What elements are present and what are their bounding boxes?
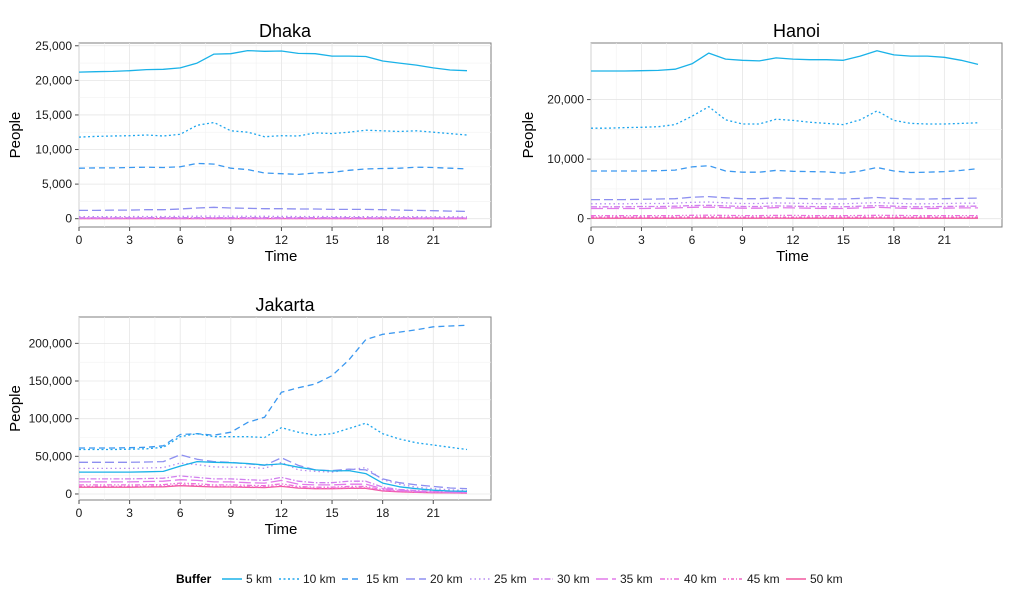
series-line-30-km <box>591 204 978 208</box>
x-tick-label: 21 <box>427 506 441 520</box>
panel-hanoi: 0 10,000 20,000 0 3 6 9 12 15 18 21 Hanoi Time People <box>520 21 1003 265</box>
series-line-20-km <box>79 454 468 490</box>
x-tick-label: 18 <box>376 506 390 520</box>
y-axis-title: People <box>520 112 537 159</box>
x-axis-title: Time <box>265 248 298 265</box>
series-line-35-km <box>591 206 978 210</box>
x-tick-label: 6 <box>689 233 696 247</box>
legend: Buffer 5 km 10 km 15 km 20 km 25 km 30 km 35 km… <box>176 572 843 586</box>
x-axis-title: Time <box>265 521 298 538</box>
legend-label: 15 km <box>366 572 399 586</box>
series-line-40-km <box>79 482 468 494</box>
y-tick-label: 10,000 <box>35 143 72 157</box>
x-tick-label: 21 <box>938 233 952 247</box>
y-tick-label: 20,000 <box>547 93 584 107</box>
series-line-5-km <box>79 460 468 492</box>
plot-area <box>590 42 1003 228</box>
series-line-15-km <box>79 324 468 449</box>
legend-item-50-km: 50 km <box>786 572 843 586</box>
legend-label: 50 km <box>810 572 843 586</box>
panel-dhaka: 0 5,000 10,000 15,000 20,000 25,000 0 3 6 9 12 15 18… <box>7 21 492 265</box>
series-line-5-km <box>78 49 468 73</box>
x-tick-label: 0 <box>76 233 83 247</box>
series-line-45-km <box>79 484 468 494</box>
y-axis-title: People <box>7 385 24 432</box>
plot-area <box>78 316 492 501</box>
series-line-25-km <box>591 201 978 205</box>
legend-title: Buffer <box>176 572 212 586</box>
x-tick-label: 9 <box>739 233 746 247</box>
series-line-10-km <box>78 121 468 138</box>
x-tick-label: 3 <box>126 233 133 247</box>
y-tick-label: 5,000 <box>42 177 72 191</box>
x-tick-label: 6 <box>177 506 184 520</box>
y-tick-label: 15,000 <box>35 108 72 122</box>
x-tick-label: 21 <box>427 233 441 247</box>
y-tick-label: 200,000 <box>29 336 73 350</box>
legend-item-20-km: 20 km <box>406 572 463 586</box>
x-tick-label: 15 <box>325 506 339 520</box>
y-tick-label: 50,000 <box>35 449 72 463</box>
y-tick-label: 100,000 <box>29 412 73 426</box>
panels: 0 5,000 10,000 15,000 20,000 25,000 0 3 6 9 12 15 18… <box>7 21 1003 538</box>
legend-label: 45 km <box>747 572 780 586</box>
series-line-15-km <box>78 162 468 176</box>
x-tick-label: 0 <box>588 233 595 247</box>
x-axis-title: Time <box>776 248 809 265</box>
x-tick-label: 3 <box>126 506 133 520</box>
series-line-25-km <box>79 215 468 218</box>
series-line-30-km <box>79 475 468 493</box>
x-tick-label: 12 <box>786 233 800 247</box>
legend-item-10-km: 10 km <box>279 572 336 586</box>
panel-title: Dhaka <box>259 21 312 41</box>
legend-item-45-km: 45 km <box>723 572 780 586</box>
series-line-35-km <box>79 479 468 494</box>
legend-item-35-km: 35 km <box>596 572 653 586</box>
legend-label: 20 km <box>430 572 463 586</box>
panel-title: Jakarta <box>255 295 315 315</box>
legend-item-25-km: 25 km <box>470 572 527 586</box>
legend-label: 40 km <box>684 572 717 586</box>
legend-label: 25 km <box>494 572 527 586</box>
legend-label: 30 km <box>557 572 590 586</box>
series-line-10-km <box>79 422 468 451</box>
x-tick-label: 6 <box>177 233 184 247</box>
x-tick-label: 9 <box>227 233 234 247</box>
y-axis-title: People <box>7 112 24 159</box>
legend-label: 10 km <box>303 572 336 586</box>
legend-label: 35 km <box>620 572 653 586</box>
series-line-5-km <box>591 50 979 72</box>
x-tick-label: 12 <box>275 506 289 520</box>
legend-item-30-km: 30 km <box>533 572 590 586</box>
y-tick-label: 25,000 <box>35 39 72 53</box>
series-line-40-km <box>591 214 978 217</box>
x-tick-label: 9 <box>227 506 234 520</box>
series-line-15-km <box>591 165 979 174</box>
x-tick-label: 3 <box>638 233 645 247</box>
legend-item-40-km: 40 km <box>660 572 717 586</box>
panel-title: Hanoi <box>773 21 820 41</box>
legend-item-15-km: 15 km <box>342 572 399 586</box>
x-tick-label: 0 <box>76 506 83 520</box>
y-tick-label: 20,000 <box>35 73 72 87</box>
x-tick-label: 12 <box>275 233 289 247</box>
y-tick-label: 0 <box>65 487 72 501</box>
x-tick-label: 15 <box>325 233 339 247</box>
legend-item-5-km: 5 km <box>222 572 272 586</box>
y-tick-label: 0 <box>577 212 584 226</box>
y-tick-label: 150,000 <box>29 374 73 388</box>
panel-jakarta: 0 50,000 100,000 150,000 200,000 0 3 6 9 12 15 18 21… <box>7 295 492 538</box>
x-tick-label: 18 <box>376 233 390 247</box>
y-tick-label: 0 <box>65 212 72 226</box>
y-tick-label: 10,000 <box>547 152 584 166</box>
x-tick-label: 18 <box>887 233 901 247</box>
series-line-10-km <box>591 106 979 129</box>
x-tick-label: 15 <box>837 233 851 247</box>
legend-label: 5 km <box>246 572 272 586</box>
